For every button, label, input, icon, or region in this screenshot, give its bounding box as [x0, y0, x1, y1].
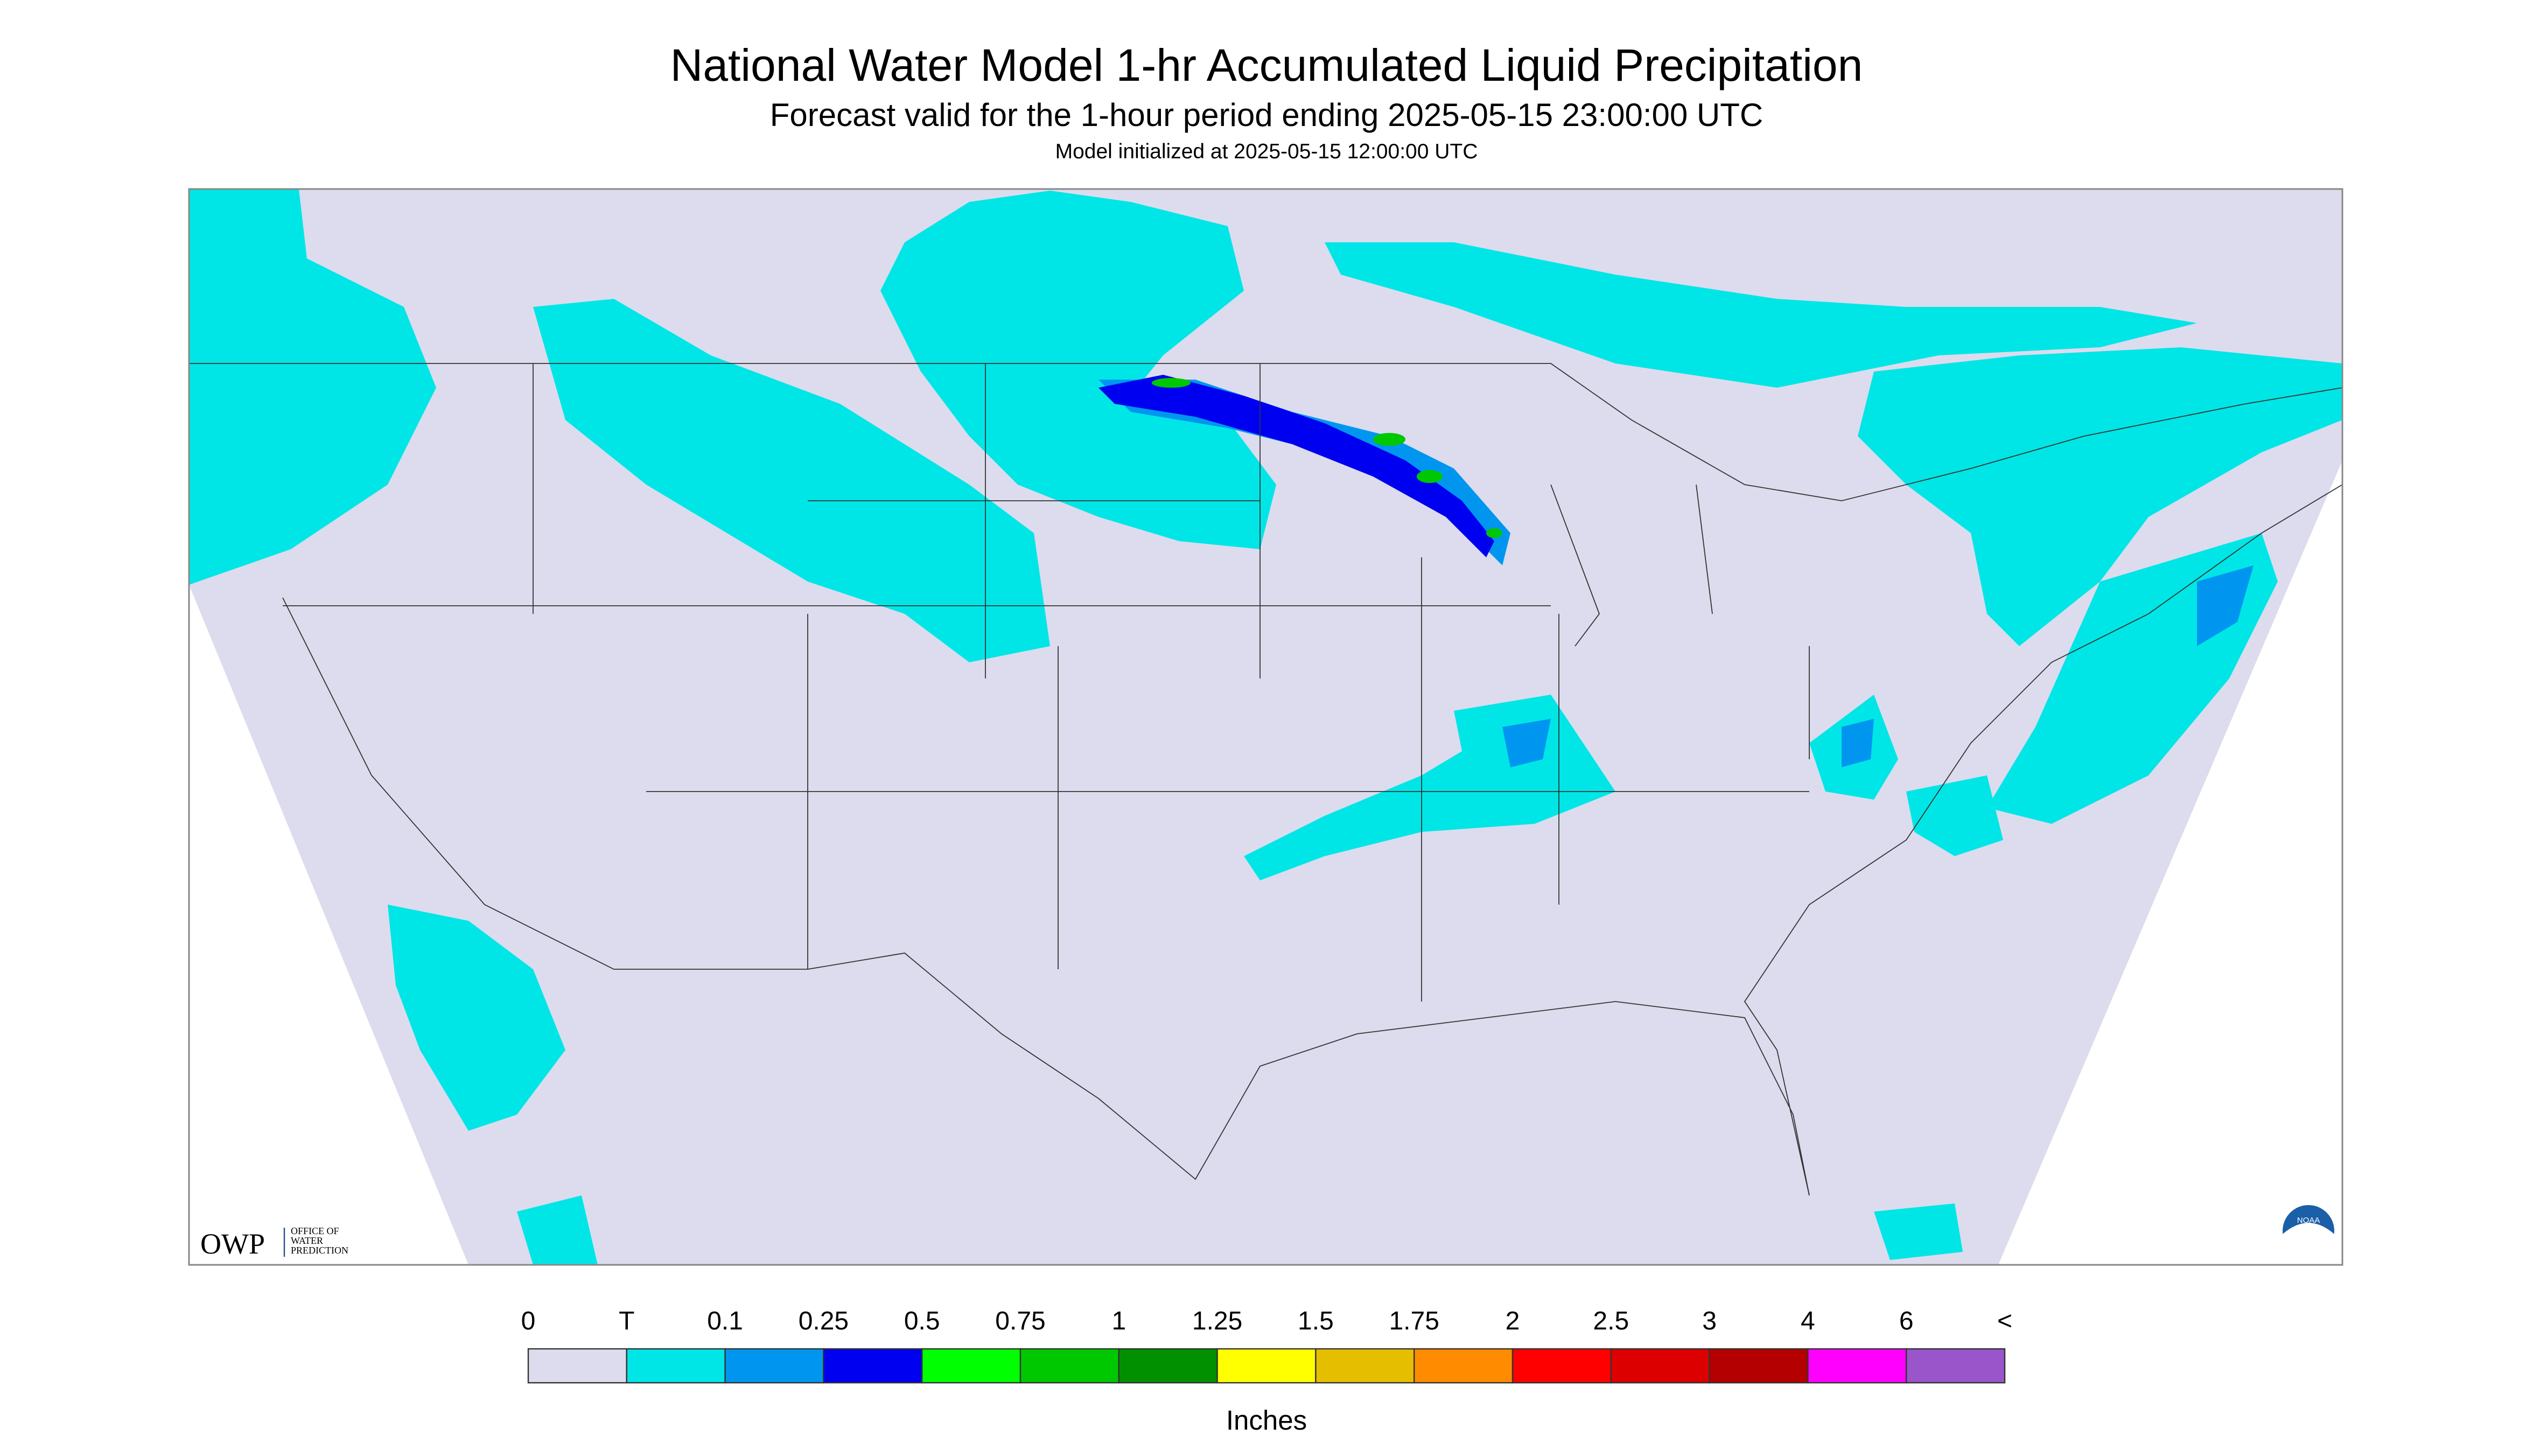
- legend-level: 1: [1111, 1307, 1126, 1335]
- legend-swatch: [626, 1348, 726, 1384]
- noaa-text: NOAA: [2297, 1216, 2320, 1225]
- legend-swatch: [1905, 1348, 2006, 1384]
- legend-level: 0: [521, 1307, 536, 1335]
- legend-swatch: [921, 1348, 1021, 1384]
- legend-swatch: [1315, 1348, 1415, 1384]
- owp-mark: OWP: [200, 1228, 265, 1260]
- legend-swatch: [823, 1348, 923, 1384]
- legend-swatch: [1118, 1348, 1218, 1384]
- map-panel: [188, 188, 2343, 1266]
- precip-heavy: [1098, 375, 1494, 558]
- init-time: Model initialized at 2025-05-15 12:00:00…: [1055, 140, 1478, 163]
- legend-level: T: [619, 1307, 634, 1335]
- legend-swatch: [527, 1348, 628, 1384]
- legend-level: 1.25: [1192, 1307, 1242, 1335]
- precip-intense: [1152, 378, 1502, 538]
- title: National Water Model 1-hr Accumulated Li…: [670, 40, 1863, 90]
- legend-level: 2.5: [1593, 1307, 1629, 1335]
- legend-level: 1.5: [1298, 1307, 1334, 1335]
- legend-units: Inches: [1226, 1405, 1307, 1436]
- legend-level: 6: [1899, 1307, 1914, 1335]
- legend-level: 0.5: [904, 1307, 940, 1335]
- legend: 0 T 0.1 0.25 0.5 0.75 1 1.25 1.5 1.75 2 2.5 3 4 6 <: [521, 1307, 2012, 1384]
- legend-level: 3: [1702, 1307, 1717, 1335]
- noaa-bird: [2283, 1223, 2334, 1261]
- owp-text: OFFICE OF: [291, 1226, 339, 1236]
- legend-swatch: [1709, 1348, 1809, 1384]
- legend-swatch: [1019, 1348, 1120, 1384]
- legend-level: 0.25: [799, 1307, 849, 1335]
- legend-level: <: [1997, 1307, 2012, 1335]
- owp-logo: OWP OFFICE OF WATER PREDICTION: [200, 1226, 348, 1260]
- legend-swatch: [1216, 1348, 1317, 1384]
- owp-text: WATER: [291, 1235, 323, 1246]
- legend-swatch: [724, 1348, 824, 1384]
- legend-swatch: [1414, 1348, 1514, 1384]
- legend-swatch: [1512, 1348, 1612, 1384]
- legend-level: 2: [1506, 1307, 1520, 1335]
- legend-level: 4: [1801, 1307, 1815, 1335]
- subtitle: Forecast valid for the 1-hour period end…: [770, 97, 1763, 133]
- borders: [189, 363, 2343, 1196]
- legend-level: 0.1: [707, 1307, 743, 1335]
- legend-level: 1.75: [1389, 1307, 1439, 1335]
- noaa-logo: NOAA: [2283, 1205, 2334, 1261]
- legend-level: 0.75: [995, 1307, 1045, 1335]
- legend-swatch: [1807, 1348, 1907, 1384]
- legend-swatch: [1610, 1348, 1710, 1384]
- owp-text: PREDICTION: [291, 1245, 348, 1256]
- map-frame: [188, 188, 2343, 1266]
